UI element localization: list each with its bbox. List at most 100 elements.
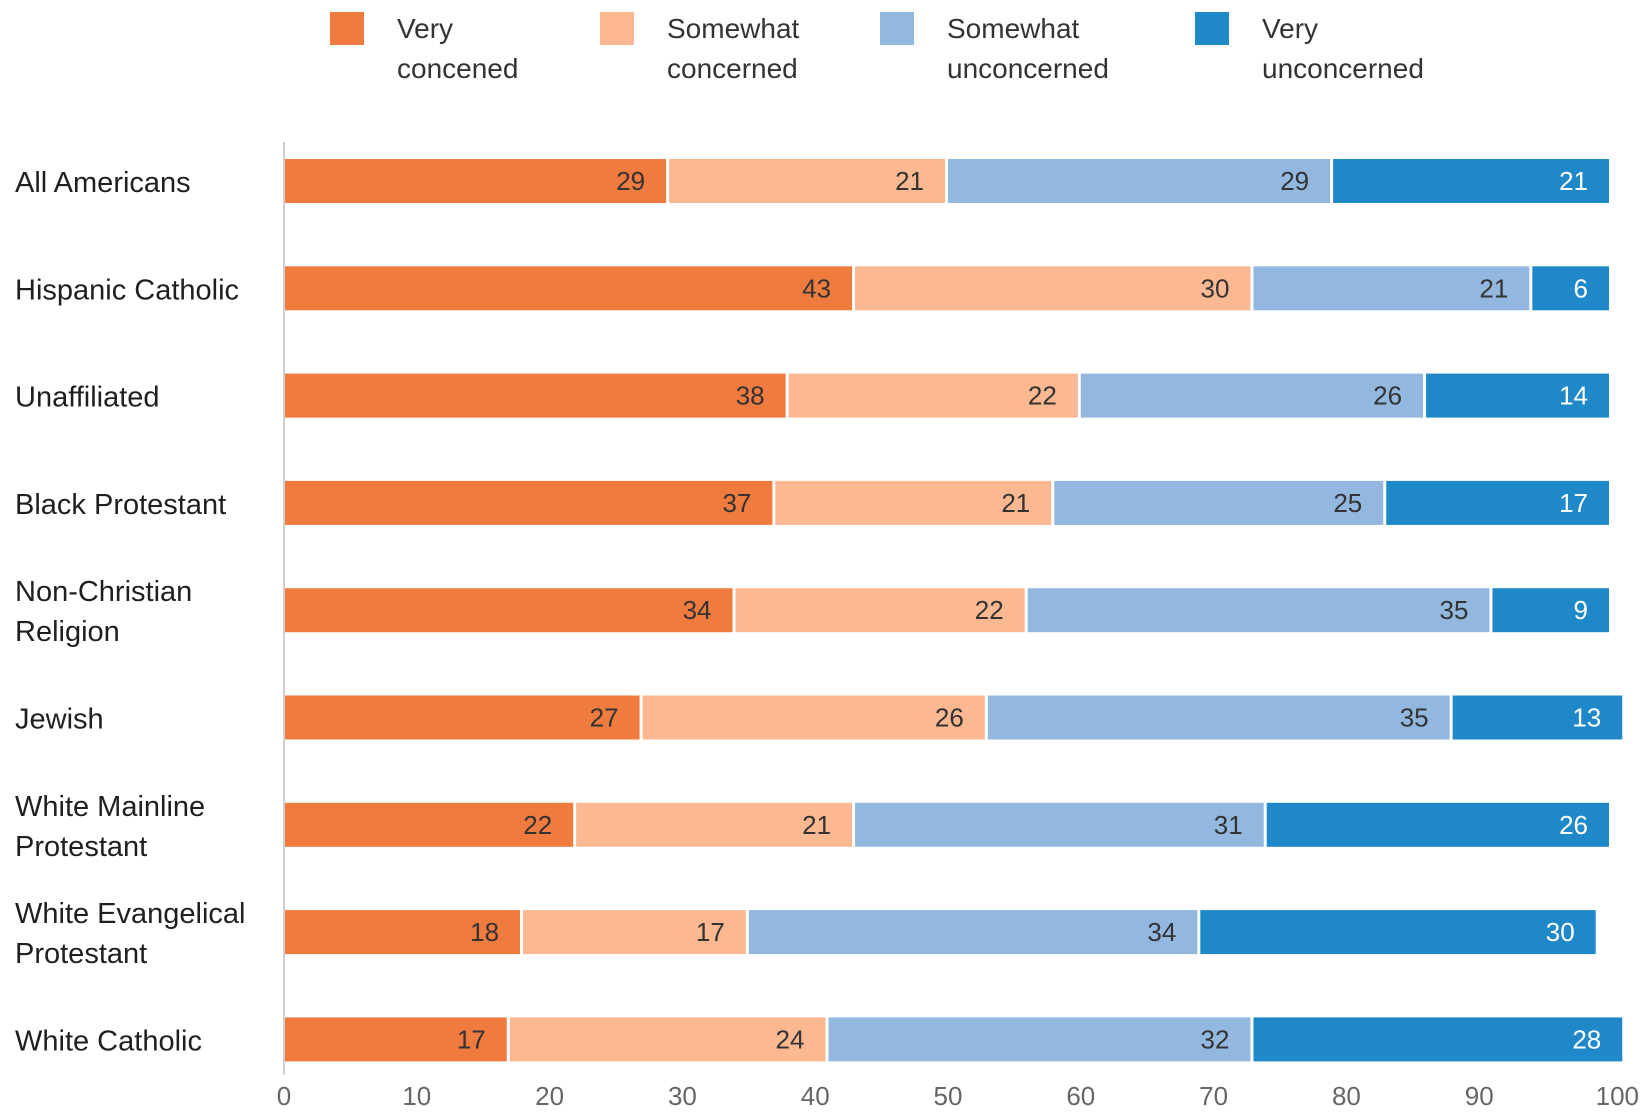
bar-segment bbox=[1386, 480, 1609, 525]
legend-label-3: unconcerned bbox=[1262, 53, 1424, 84]
data-label: 24 bbox=[776, 1024, 805, 1054]
x-tick-label: 10 bbox=[402, 1081, 431, 1111]
legend: Very concened Somewhat concerned Somewhat unc… bbox=[330, 12, 1424, 84]
data-label: 31 bbox=[1214, 810, 1243, 840]
data-label: 26 bbox=[1559, 810, 1588, 840]
category-label: Protestant bbox=[15, 938, 147, 970]
bar-segment bbox=[284, 588, 733, 633]
data-label: 13 bbox=[1572, 703, 1601, 733]
data-label: 28 bbox=[1572, 1024, 1601, 1054]
data-label: 26 bbox=[935, 703, 964, 733]
data-label: 6 bbox=[1574, 273, 1588, 303]
bar-segment bbox=[284, 1017, 507, 1062]
x-tick-label: 100 bbox=[1596, 1081, 1639, 1111]
category-labels: All Americans Hispanic Catholic Unaffiliat… bbox=[15, 167, 246, 1057]
bar-segment bbox=[642, 695, 985, 740]
bar-segment bbox=[855, 266, 1251, 311]
x-axis: 0 10 20 30 40 50 60 70 80 90 100 bbox=[277, 142, 1639, 1111]
x-tick-label: 30 bbox=[668, 1081, 697, 1111]
bar-segment bbox=[987, 695, 1450, 740]
category-label: White Catholic bbox=[15, 1025, 202, 1057]
data-label: 29 bbox=[616, 166, 645, 196]
bar-segment bbox=[284, 480, 773, 525]
bar-segment bbox=[1253, 266, 1530, 311]
data-label: 22 bbox=[523, 810, 552, 840]
bar-segment bbox=[1080, 373, 1424, 418]
bar-segment bbox=[284, 695, 640, 740]
bar-segment bbox=[775, 480, 1052, 525]
data-label: 14 bbox=[1559, 381, 1588, 411]
legend-swatch-0 bbox=[330, 12, 364, 45]
bar-segment bbox=[509, 1017, 826, 1062]
x-tick-label: 0 bbox=[277, 1081, 291, 1111]
bars: 29 21 29 21 43 30 21 6 38 22 26 14 37 21 25 17 34 22 35 9 27… bbox=[284, 159, 1623, 1062]
bar-segment bbox=[1054, 480, 1384, 525]
data-label: 34 bbox=[1147, 917, 1176, 947]
category-label: White Evangelical bbox=[15, 898, 246, 930]
bar-segment bbox=[1532, 266, 1609, 311]
legend-label-3: Very bbox=[1262, 13, 1318, 44]
bar-segment bbox=[748, 910, 1198, 955]
data-label: 21 bbox=[895, 166, 924, 196]
data-label: 25 bbox=[1333, 488, 1362, 518]
bar-segment bbox=[284, 910, 521, 955]
x-tick-label: 50 bbox=[934, 1081, 963, 1111]
data-label: 34 bbox=[683, 595, 712, 625]
data-label: 26 bbox=[1373, 381, 1402, 411]
x-tick-label: 20 bbox=[535, 1081, 564, 1111]
bar-segment bbox=[669, 159, 945, 203]
bar-segment bbox=[855, 802, 1264, 847]
bar-segment bbox=[284, 159, 667, 203]
bar-segment bbox=[284, 373, 786, 418]
x-tick-label: 90 bbox=[1465, 1081, 1494, 1111]
data-label: 21 bbox=[1559, 166, 1588, 196]
data-label: 27 bbox=[590, 703, 619, 733]
legend-swatch-2 bbox=[880, 12, 914, 45]
legend-swatch-1 bbox=[600, 12, 634, 45]
bar-segment bbox=[1333, 159, 1609, 203]
data-label: 30 bbox=[1546, 917, 1575, 947]
bar-segment bbox=[735, 588, 1025, 633]
bar-segment bbox=[1200, 910, 1596, 955]
data-label: 21 bbox=[1001, 488, 1030, 518]
bar-segment bbox=[1253, 1017, 1623, 1062]
bar-segment bbox=[284, 802, 574, 847]
bar-segment bbox=[828, 1017, 1251, 1062]
bar-segment bbox=[1452, 695, 1623, 740]
data-label: 29 bbox=[1280, 166, 1309, 196]
bar-segment bbox=[948, 159, 1331, 203]
bar-segment bbox=[1027, 588, 1490, 633]
category-label: Hispanic Catholic bbox=[15, 274, 239, 306]
category-label: All Americans bbox=[15, 167, 191, 199]
legend-label-0: concened bbox=[397, 53, 518, 84]
data-label: 38 bbox=[736, 381, 765, 411]
category-label: Non-Christian bbox=[15, 576, 192, 608]
category-label: Unaffiliated bbox=[15, 382, 160, 414]
x-tick-label: 40 bbox=[801, 1081, 830, 1111]
legend-swatch-3 bbox=[1195, 12, 1229, 45]
data-label: 22 bbox=[1028, 381, 1057, 411]
category-label: Black Protestant bbox=[15, 489, 226, 521]
legend-label-1: Somewhat bbox=[667, 13, 800, 44]
bar-segment bbox=[788, 373, 1078, 418]
legend-label-1: concerned bbox=[667, 53, 798, 84]
category-label: White Mainline bbox=[15, 791, 205, 823]
data-label: 17 bbox=[457, 1024, 486, 1054]
data-label: 9 bbox=[1574, 595, 1588, 625]
category-label: Religion bbox=[15, 616, 120, 648]
data-label: 30 bbox=[1201, 273, 1230, 303]
bar-segment bbox=[1492, 588, 1609, 633]
data-label: 35 bbox=[1400, 703, 1429, 733]
bar-segment bbox=[1426, 373, 1609, 418]
x-tick-label: 60 bbox=[1066, 1081, 1095, 1111]
data-label: 18 bbox=[470, 917, 499, 947]
legend-label-2: Somewhat bbox=[947, 13, 1080, 44]
data-label: 17 bbox=[696, 917, 725, 947]
data-label: 35 bbox=[1440, 595, 1469, 625]
data-label: 37 bbox=[722, 488, 751, 518]
data-label: 22 bbox=[975, 595, 1004, 625]
bar-segment bbox=[523, 910, 746, 955]
data-label: 21 bbox=[1479, 273, 1508, 303]
x-tick-label: 80 bbox=[1332, 1081, 1361, 1111]
